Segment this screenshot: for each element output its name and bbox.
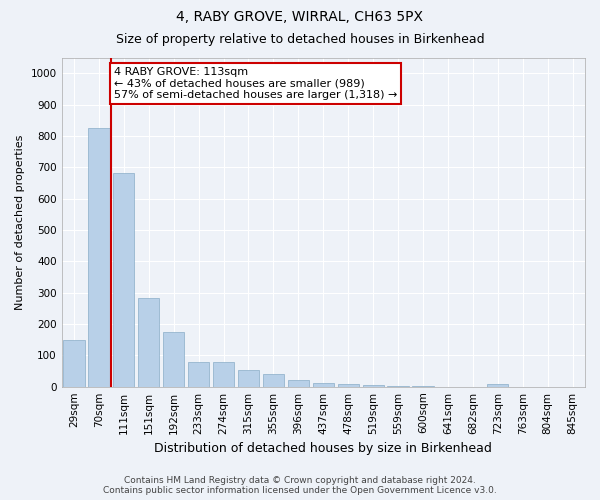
- Text: Contains HM Land Registry data © Crown copyright and database right 2024.
Contai: Contains HM Land Registry data © Crown c…: [103, 476, 497, 495]
- Bar: [338, 384, 359, 386]
- Text: Size of property relative to detached houses in Birkenhead: Size of property relative to detached ho…: [116, 32, 484, 46]
- Bar: [362, 385, 384, 386]
- X-axis label: Distribution of detached houses by size in Birkenhead: Distribution of detached houses by size …: [154, 442, 492, 455]
- Bar: [213, 362, 234, 386]
- Bar: [188, 362, 209, 386]
- Y-axis label: Number of detached properties: Number of detached properties: [15, 134, 25, 310]
- Bar: [487, 384, 508, 386]
- Bar: [113, 174, 134, 386]
- Bar: [313, 383, 334, 386]
- Bar: [88, 128, 110, 386]
- Text: 4 RABY GROVE: 113sqm
← 43% of detached houses are smaller (989)
57% of semi-deta: 4 RABY GROVE: 113sqm ← 43% of detached h…: [114, 67, 397, 100]
- Text: 4, RABY GROVE, WIRRAL, CH63 5PX: 4, RABY GROVE, WIRRAL, CH63 5PX: [176, 10, 424, 24]
- Bar: [64, 340, 85, 386]
- Bar: [138, 298, 160, 386]
- Bar: [288, 380, 309, 386]
- Bar: [238, 370, 259, 386]
- Bar: [163, 332, 184, 386]
- Bar: [263, 374, 284, 386]
